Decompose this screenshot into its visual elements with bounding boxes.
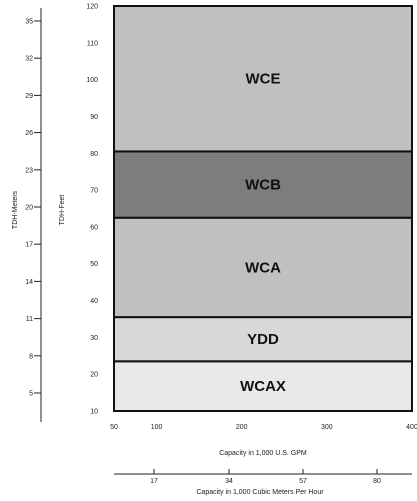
y-meters-axis: 5 8 11 14 17 20 23 26 29 32 35 bbox=[25, 8, 42, 422]
x-cubic-meters-tick-label: 17 bbox=[150, 478, 158, 485]
y-meters-tick-label: 26 bbox=[25, 130, 33, 137]
x-cubic-meters-tick-label: 34 bbox=[225, 478, 233, 485]
y-feet-axis: 10 20 30 40 50 60 70 80 90 100 110 120 bbox=[86, 4, 98, 416]
x-axis-title-gpm: Capacity in 1,000 U.S. GPM bbox=[219, 450, 307, 457]
x-gpm-tick-label: 300 bbox=[321, 424, 333, 431]
bands-layer bbox=[113, 5, 413, 412]
band-label-wca: WCA bbox=[245, 259, 281, 276]
x-gpm-tick-label: 50 bbox=[110, 424, 118, 431]
x-gpm-axis: 50 100 200 300 400 bbox=[110, 424, 417, 431]
y-feet-tick-label: 40 bbox=[90, 298, 98, 305]
y-meters-tick-label: 8 bbox=[29, 353, 33, 360]
x-gpm-tick-label: 400 bbox=[406, 424, 417, 431]
y-meters-tick-label: 11 bbox=[26, 316, 33, 323]
x-gpm-tick-label: 100 bbox=[151, 424, 163, 431]
band-label-wcb: WCB bbox=[245, 177, 281, 194]
y-feet-tick-label: 100 bbox=[86, 77, 98, 84]
x-cubic-meters-tick-label: 57 bbox=[299, 478, 307, 485]
band-wcb bbox=[113, 150, 413, 219]
y-feet-tick-label: 70 bbox=[90, 188, 98, 195]
y-feet-tick-label: 20 bbox=[90, 372, 98, 379]
y-feet-tick-label: 120 bbox=[86, 4, 98, 11]
y-feet-tick-label: 80 bbox=[90, 151, 98, 158]
y-feet-tick-label: 110 bbox=[87, 40, 98, 47]
band-label-wcax: WCAX bbox=[240, 378, 286, 395]
band-labels-layer: WCAX YDD WCA WCB WCE bbox=[240, 71, 286, 395]
y-meters-tick-label: 23 bbox=[25, 167, 33, 174]
x-axis-title-cubic-meters: Capacity in 1,000 Cubic Meters Per Hour bbox=[196, 489, 324, 496]
y-meters-tick-label: 29 bbox=[25, 93, 33, 100]
y-feet-tick-label: 30 bbox=[90, 335, 98, 342]
y-meters-tick-label: 35 bbox=[25, 19, 33, 26]
band-label-ydd: YDD bbox=[247, 331, 279, 348]
band-ydd bbox=[113, 316, 413, 363]
y-meters-tick-label: 14 bbox=[25, 279, 33, 286]
band-wce bbox=[113, 5, 413, 153]
x-gpm-tick-label: 200 bbox=[236, 424, 248, 431]
x-cubic-meters-tick-label: 80 bbox=[373, 478, 381, 485]
y-axis-title-feet: TDH-Feet bbox=[59, 195, 66, 226]
y-feet-tick-label: 10 bbox=[90, 409, 98, 416]
y-meters-tick-label: 32 bbox=[25, 56, 33, 63]
y-meters-tick-label: 20 bbox=[25, 205, 33, 212]
y-meters-tick-label: 17 bbox=[25, 242, 33, 249]
x-cubic-meters-axis: 17 34 57 80 bbox=[114, 469, 412, 485]
band-label-wce: WCE bbox=[246, 71, 281, 88]
y-axis-title-meters: TDH-Meters bbox=[12, 190, 19, 229]
y-feet-tick-label: 90 bbox=[90, 114, 98, 121]
y-feet-tick-label: 60 bbox=[90, 224, 98, 231]
y-meters-tick-label: 5 bbox=[29, 391, 33, 398]
band-wcax bbox=[113, 360, 413, 412]
y-feet-tick-label: 50 bbox=[90, 261, 98, 268]
